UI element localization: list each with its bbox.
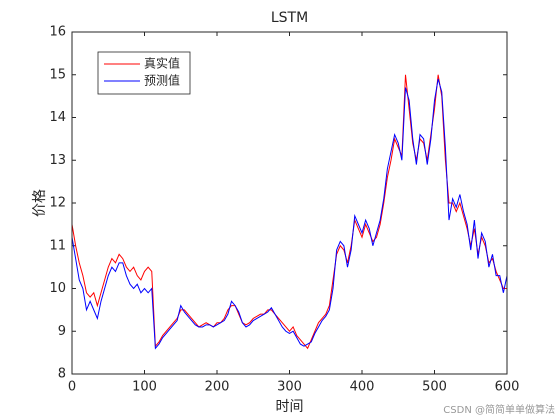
y-tick-label: 8 [58, 367, 66, 382]
y-tick-label: 12 [49, 196, 66, 211]
legend-box [97, 51, 191, 95]
x-tick-label: 300 [277, 380, 302, 395]
chart-title: LSTM [271, 10, 308, 26]
x-tick-label: 500 [422, 380, 447, 395]
watermark: CSDN @简简单单做算法 [443, 403, 555, 416]
y-tick-label: 11 [49, 238, 66, 253]
legend-label: 预测值 [144, 73, 180, 88]
x-tick-label: 400 [350, 380, 375, 395]
y-tick-label: 16 [49, 25, 66, 40]
x-tick-label: 100 [132, 380, 157, 395]
y-tick-label: 13 [49, 153, 66, 168]
y-tick-label: 15 [49, 67, 66, 82]
x-tick-label: 200 [205, 380, 230, 395]
y-tick-label: 14 [49, 110, 66, 125]
x-axis-label: 时间 [276, 399, 304, 415]
legend-label: 真实值 [144, 56, 180, 71]
data-line [71, 74, 507, 350]
y-tick-label: 10 [49, 281, 66, 296]
x-tick-label: 600 [495, 380, 520, 395]
y-axis-label: 价格 [32, 189, 48, 217]
data-line [71, 78, 508, 350]
y-tick-label: 9 [58, 324, 66, 339]
plot-frame [71, 31, 508, 375]
x-tick-label: 0 [68, 380, 76, 395]
